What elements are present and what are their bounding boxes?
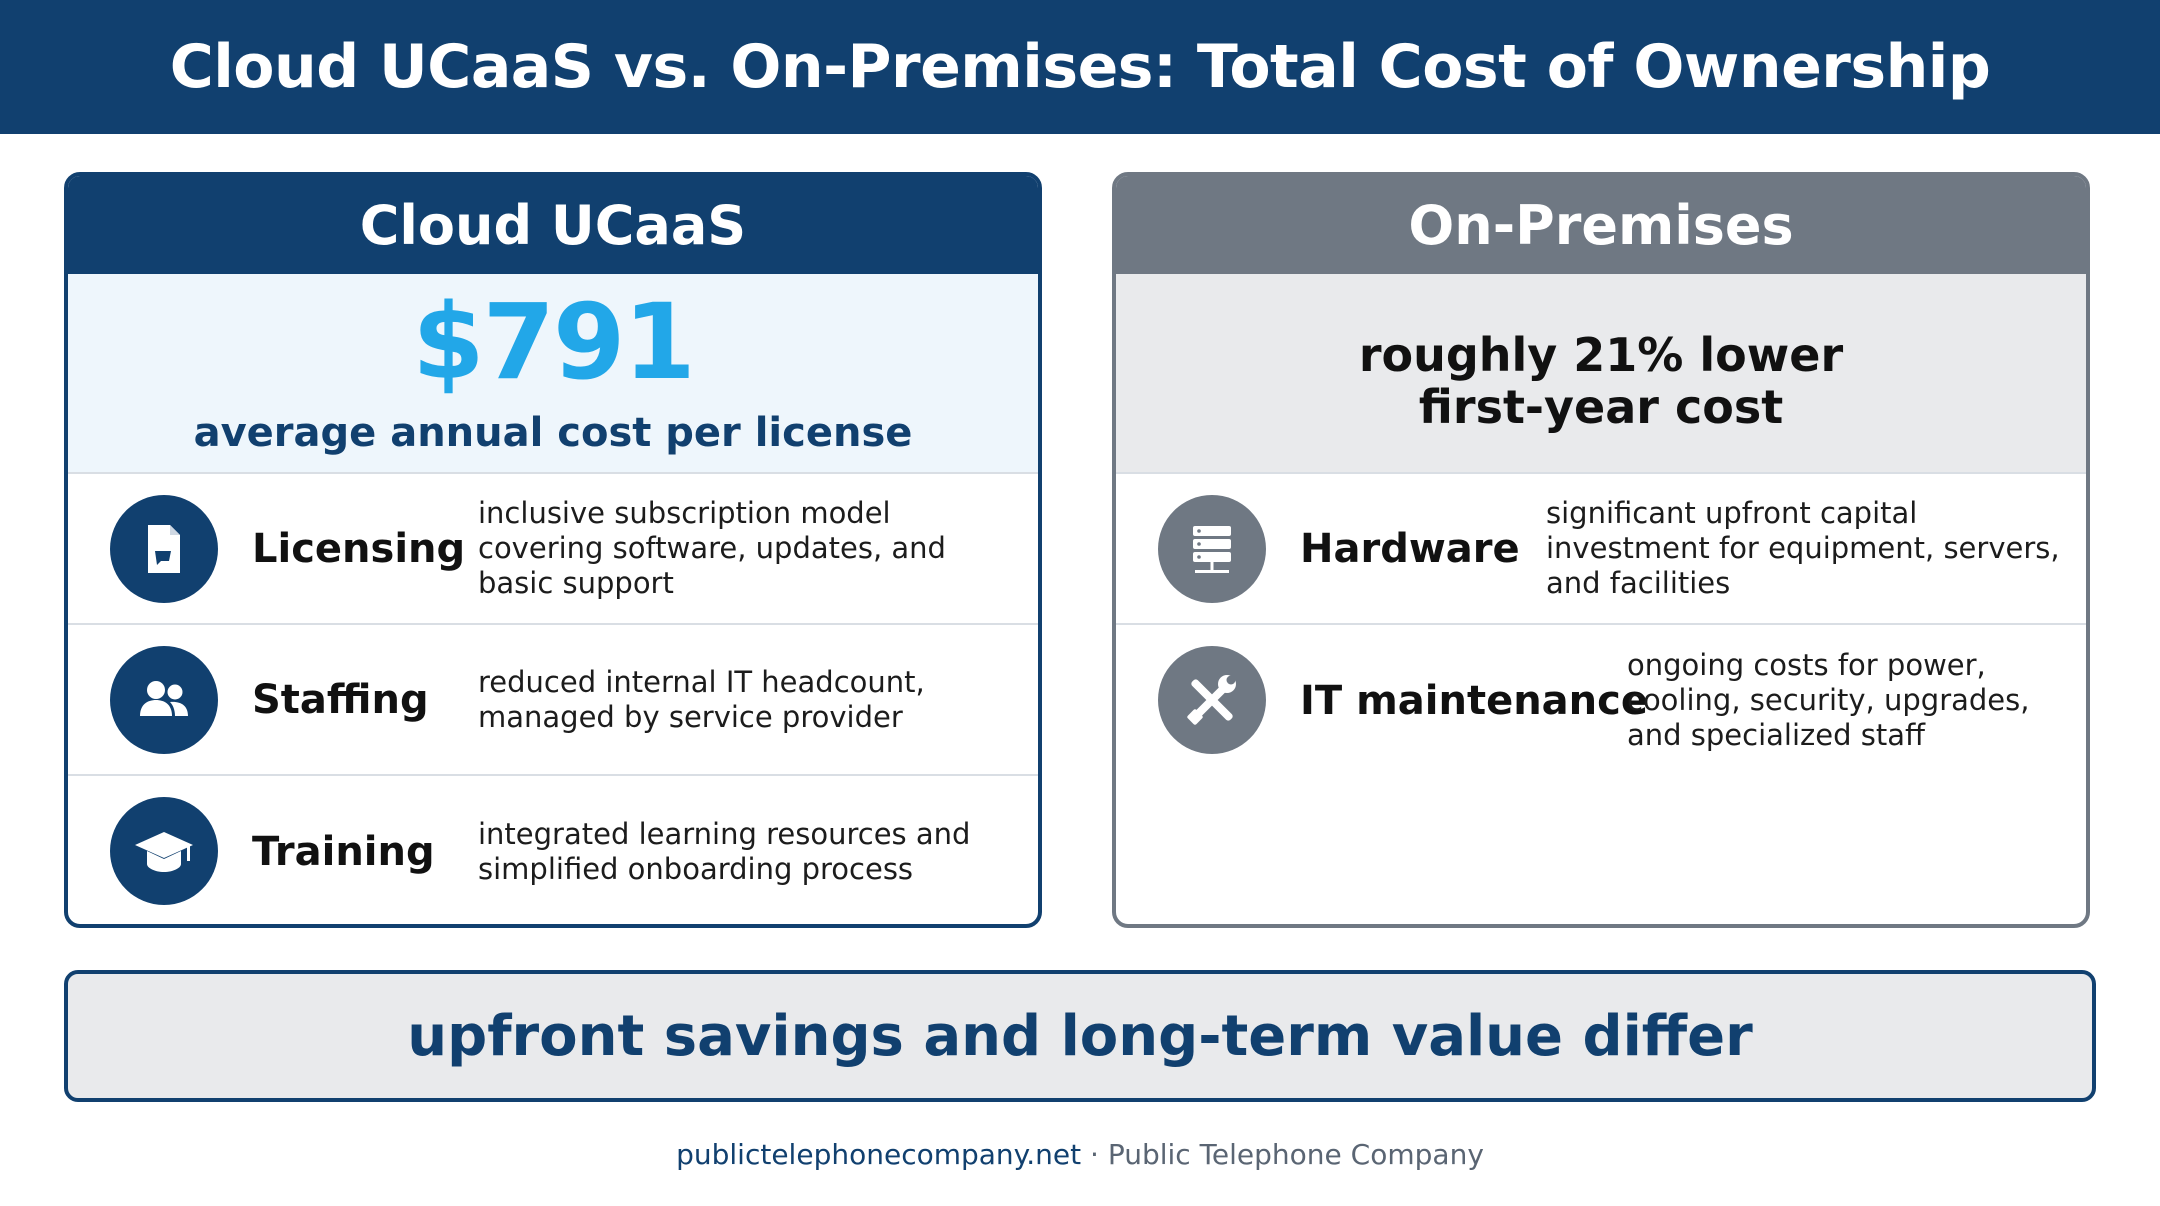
onprem-row-hardware: Hardware significant upfront capital inv… (1116, 474, 2086, 625)
document-icon (110, 495, 218, 603)
row-label: Staffing (252, 676, 429, 723)
row-description: inclusive subscription model covering so… (478, 496, 946, 600)
cloud-row-staffing: Staffing reduced internal IT headcount, … (68, 625, 1038, 776)
graduation-cap-icon (110, 797, 218, 905)
row-label: Training (252, 828, 435, 875)
row-label: IT maintenance (1300, 677, 1648, 724)
company-name: Public Telephone Company (1107, 1138, 1484, 1171)
row-label: Hardware (1300, 525, 1520, 572)
cloud-row-licensing: Licensing inclusive subscription model c… (68, 474, 1038, 625)
people-icon (110, 646, 218, 754)
row-description: ongoing costs for power, cooling, securi… (1627, 648, 2030, 752)
cloud-panel-header: Cloud UCaaS (68, 176, 1038, 274)
cloud-hero: $791 average annual cost per license (68, 274, 1038, 474)
on-premises-panel: On-Premises roughly 21% lower first-year… (1112, 172, 2090, 928)
onprem-summary: roughly 21% lower first-year cost (1358, 328, 1844, 434)
server-icon (1158, 495, 1266, 603)
onprem-hero: roughly 21% lower first-year cost (1116, 274, 2086, 474)
title-banner: Cloud UCaaS vs. On-Premises: Total Cost … (0, 0, 2160, 134)
cloud-row-training: Training integrated learning resources a… (68, 776, 1038, 924)
credit-line: publictelephonecompany.net · Public Tele… (0, 1138, 2160, 1171)
credit-separator: · (1081, 1138, 1108, 1171)
row-description: significant upfront capital investment f… (1546, 496, 2060, 600)
site-link[interactable]: publictelephonecompany.net (676, 1138, 1082, 1171)
conclusion-box: upfront savings and long-term value diff… (64, 970, 2096, 1102)
row-description: integrated learning resources and simpli… (478, 816, 971, 886)
row-label: Licensing (252, 525, 466, 572)
onprem-row-it-maintenance: IT maintenance ongoing costs for power, … (1116, 625, 2086, 776)
conclusion-text: upfront savings and long-term value diff… (407, 1003, 1753, 1069)
cloud-ucaas-panel: Cloud UCaaS $791 average annual cost per… (64, 172, 1042, 928)
cloud-cost-caption: average annual cost per license (193, 410, 913, 456)
page-title: Cloud UCaaS vs. On-Premises: Total Cost … (169, 32, 1991, 102)
cloud-cost-value: $791 (412, 281, 695, 403)
row-description: reduced internal IT headcount, managed b… (478, 664, 925, 734)
tools-icon (1158, 646, 1266, 754)
onprem-panel-header: On-Premises (1116, 176, 2086, 274)
